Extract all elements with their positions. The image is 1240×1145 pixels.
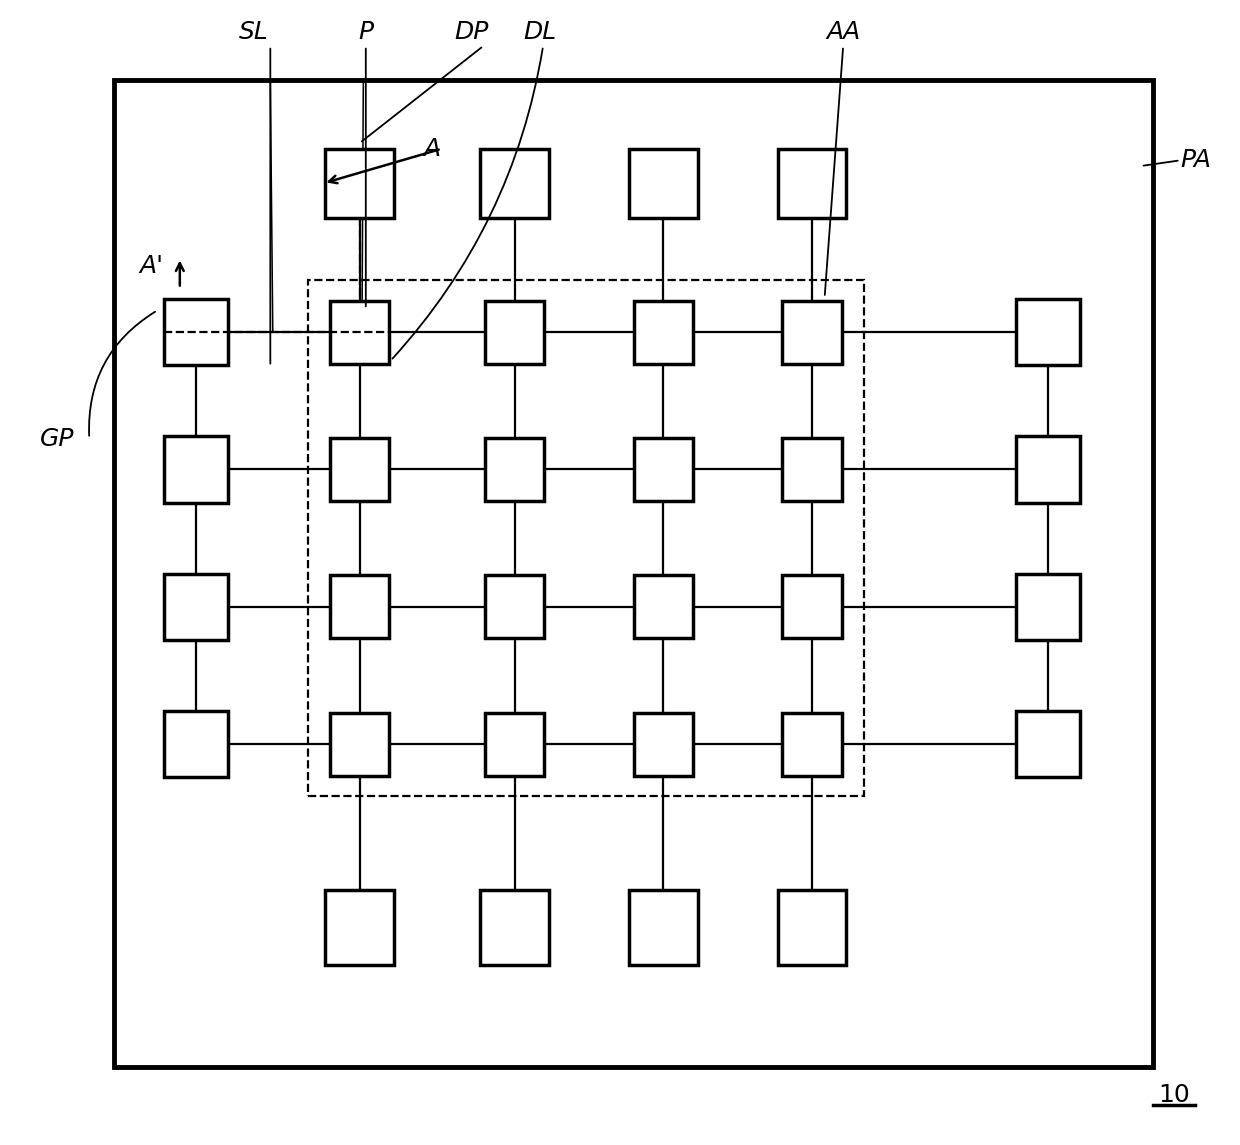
Bar bbox=[634, 576, 693, 639]
Bar bbox=[308, 281, 864, 797]
Bar bbox=[1016, 711, 1080, 777]
Bar bbox=[325, 891, 393, 964]
Bar bbox=[485, 437, 544, 502]
Bar bbox=[1016, 574, 1080, 640]
Bar bbox=[164, 299, 228, 365]
Bar bbox=[634, 712, 693, 776]
Bar bbox=[630, 149, 698, 218]
Bar bbox=[782, 437, 842, 502]
Bar bbox=[1016, 299, 1080, 365]
Bar bbox=[634, 300, 693, 364]
Bar bbox=[782, 300, 842, 364]
Text: A': A' bbox=[139, 254, 164, 278]
Text: AA: AA bbox=[826, 19, 861, 44]
Bar bbox=[480, 149, 548, 218]
Bar bbox=[630, 891, 698, 964]
Bar bbox=[485, 712, 544, 776]
Bar bbox=[480, 891, 548, 964]
Text: SL: SL bbox=[239, 19, 269, 44]
Bar bbox=[779, 891, 847, 964]
Text: PA: PA bbox=[1180, 149, 1211, 172]
Bar bbox=[1016, 436, 1080, 503]
Text: DP: DP bbox=[454, 19, 489, 44]
Text: 10: 10 bbox=[1158, 1083, 1190, 1106]
Bar bbox=[330, 300, 389, 364]
Text: DL: DL bbox=[523, 19, 556, 44]
Bar bbox=[330, 437, 389, 502]
Bar bbox=[330, 576, 389, 639]
Bar bbox=[782, 712, 842, 776]
Bar bbox=[164, 574, 228, 640]
Bar bbox=[485, 576, 544, 639]
Bar bbox=[782, 576, 842, 639]
Bar bbox=[325, 149, 393, 218]
Bar bbox=[634, 437, 693, 502]
Bar bbox=[485, 300, 544, 364]
Text: P: P bbox=[358, 19, 373, 44]
Bar bbox=[779, 149, 847, 218]
Text: A: A bbox=[423, 137, 440, 160]
Bar bbox=[164, 711, 228, 777]
Bar bbox=[330, 712, 389, 776]
Text: GP: GP bbox=[40, 427, 74, 450]
Bar bbox=[114, 80, 1153, 1067]
Bar bbox=[164, 436, 228, 503]
